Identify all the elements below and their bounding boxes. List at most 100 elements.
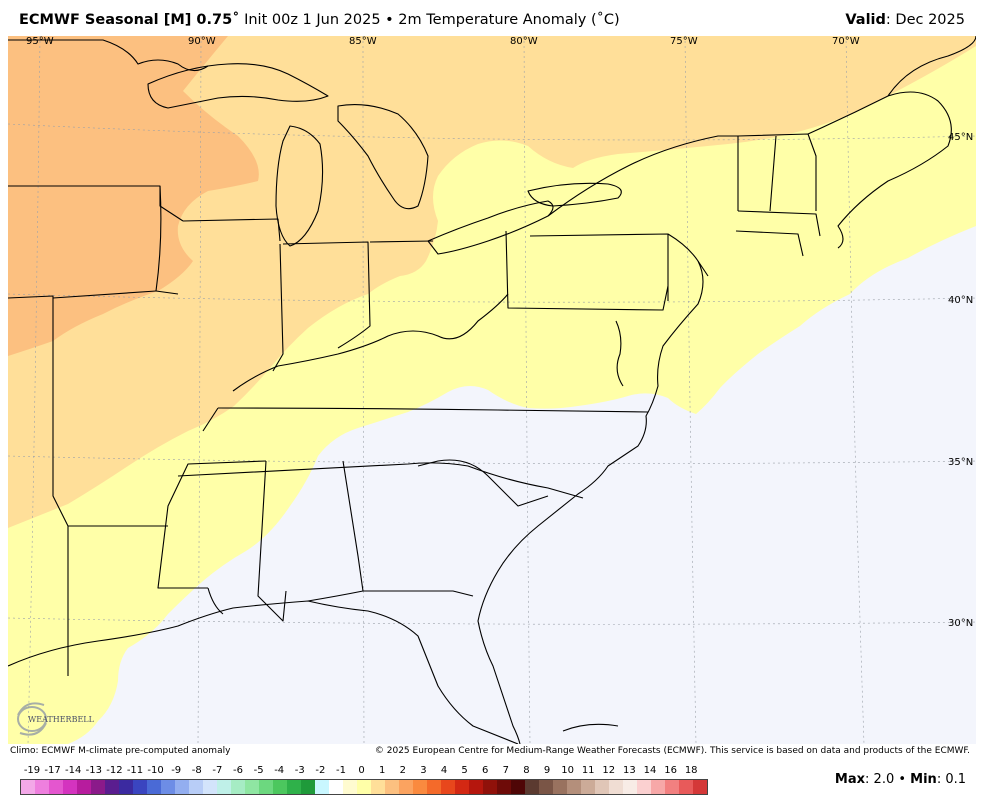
colorbar-swatch	[595, 780, 609, 794]
colorbar-swatch	[539, 780, 553, 794]
graticule	[8, 36, 976, 744]
map-title: ECMWF Seasonal [M] 0.75˚ Init 00z 1 Jun …	[19, 12, 620, 28]
max-value: : 2.0	[865, 772, 895, 787]
colorbar-swatch	[455, 780, 469, 794]
colorbar-swatch	[525, 780, 539, 794]
colorbar-tick-label: -11	[126, 765, 144, 776]
colorbar-swatch	[49, 780, 63, 794]
lon-label-75w: 75°W	[670, 36, 698, 47]
colorbar-swatch	[91, 780, 105, 794]
colorbar-tick-label: 0	[358, 765, 365, 776]
valid-value: : Dec 2025	[885, 12, 965, 28]
max-min-summary: Max: 2.0 • Min: 0.1	[835, 772, 966, 787]
colorbar-swatch	[427, 780, 441, 794]
colorbar-tick-label: 1	[379, 765, 386, 776]
colorbar-swatch	[175, 780, 189, 794]
colorbar-swatch	[497, 780, 511, 794]
colorbar-tick-label: 18	[684, 765, 698, 776]
colorbar-swatch	[189, 780, 203, 794]
colorbar-swatch	[203, 780, 217, 794]
colorbar-swatch	[413, 780, 427, 794]
colorbar-swatch	[63, 780, 77, 794]
colorbar-tick-label: 4	[440, 765, 448, 776]
colorbar-swatch	[665, 780, 679, 794]
colorbar-swatch	[553, 780, 567, 794]
colorbar-swatch	[273, 780, 287, 794]
colorbar-tick-label: 2	[399, 765, 406, 776]
header: ECMWF Seasonal [M] 0.75˚ Init 00z 1 Jun …	[0, 0, 984, 36]
colorbar-tick-label: -7	[212, 765, 223, 776]
colorbar-swatch	[119, 780, 133, 794]
colorbar-swatch	[105, 780, 119, 794]
colorbar-tick-label: 10	[561, 765, 574, 776]
colorbar-tick-label: 8	[523, 765, 530, 776]
anomaly-2-3-region	[8, 36, 259, 356]
colorbar-swatch	[357, 780, 371, 794]
lon-label-95w: 95°W	[26, 36, 54, 47]
colorbar-swatch	[77, 780, 91, 794]
colorbar-swatch	[385, 780, 399, 794]
colorbar-swatch	[679, 780, 693, 794]
colorbar-swatch	[315, 780, 329, 794]
colorbar-swatch	[567, 780, 581, 794]
colorbar-tick-label: 12	[602, 765, 616, 776]
colorbar-tick-label: -4	[274, 765, 285, 776]
colorbar-swatch	[231, 780, 245, 794]
colorbar-swatch	[21, 780, 35, 794]
colorbar-swatch	[329, 780, 343, 794]
colorbar-tick-label: -13	[85, 765, 102, 776]
colorbar-swatch	[637, 780, 651, 794]
colorbar-swatch	[259, 780, 273, 794]
valid-date: Valid: Dec 2025	[845, 12, 965, 28]
anomaly-map: 95°W 90°W 85°W 80°W 75°W 70°W 45°N 40°N …	[8, 36, 976, 744]
colorbar-swatch	[217, 780, 231, 794]
colorbar-swatch	[371, 780, 385, 794]
colorbar-tick-label: -2	[315, 765, 326, 776]
lat-label-40n: 40°N	[948, 295, 973, 306]
colorbar-tick-label: 9	[543, 765, 551, 776]
colorbar-swatch	[245, 780, 259, 794]
valid-label: Valid	[845, 12, 886, 28]
colorbar-tick-label: -17	[44, 765, 61, 776]
colorbar-tick-label: 11	[581, 765, 595, 776]
climo-credit: Climo: ECMWF M-climate pre-computed anom…	[10, 746, 231, 756]
colorbar-swatch	[287, 780, 301, 794]
lat-label-35n: 35°N	[948, 457, 973, 468]
boundaries	[8, 36, 976, 744]
lon-label-85w: 85°W	[349, 36, 377, 47]
min-label: Min	[910, 772, 937, 787]
colorbar-swatch	[483, 780, 497, 794]
lon-label-90w: 90°W	[188, 36, 216, 47]
lat-label-45n: 45°N	[948, 132, 973, 143]
title-description: Init 00z 1 Jun 2025 • 2m Temperature Ano…	[244, 12, 620, 28]
colorbar	[20, 779, 708, 795]
colorbar-swatch	[161, 780, 175, 794]
colorbar-swatch	[441, 780, 455, 794]
colorbar-tick-label: -1	[336, 765, 346, 776]
lon-label-70w: 70°W	[832, 36, 860, 47]
colorbar-tick-label: 5	[461, 765, 468, 776]
colorbar-swatch	[693, 780, 707, 794]
colorbar-swatch	[301, 780, 315, 794]
logo-text: WEATHERBELL	[28, 715, 95, 724]
colorbar-swatch	[343, 780, 357, 794]
colorbar-tick-label: 13	[623, 765, 636, 776]
lon-label-80w: 80°W	[510, 36, 538, 47]
max-min-separator: •	[894, 772, 911, 787]
colorbar-swatch	[147, 780, 161, 794]
hurricane-swirl-icon	[17, 702, 48, 736]
colorbar-swatch	[651, 780, 665, 794]
min-value: : 0.1	[936, 772, 966, 787]
colorbar-tick-label: -10	[147, 765, 164, 776]
weatherbell-logo: WEATHERBELL	[12, 697, 102, 745]
colorbar-tick-label: -3	[294, 765, 305, 776]
colorbar-swatch	[623, 780, 637, 794]
lat-label-30n: 30°N	[948, 618, 973, 629]
colorbar-tick-label: 3	[420, 765, 427, 776]
colorbar-tick-label: -12	[106, 765, 123, 776]
colorbar-tick-label: -8	[191, 765, 202, 776]
ecmwf-copyright: © 2025 European Centre for Medium-Range …	[374, 746, 970, 756]
title-model: ECMWF Seasonal [M] 0.75˚	[19, 12, 240, 28]
colorbar-tick-label: -14	[65, 765, 82, 776]
colorbar-tick-label: -19	[23, 765, 41, 776]
